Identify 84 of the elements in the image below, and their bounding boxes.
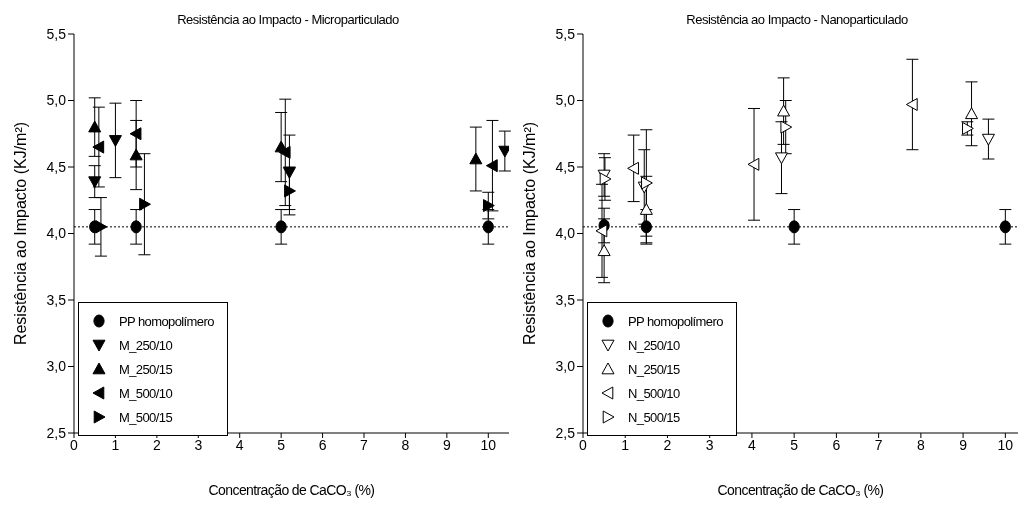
x-tick-label: 2 bbox=[152, 436, 161, 453]
x-tick-label: 7 bbox=[360, 436, 369, 453]
point bbox=[599, 172, 612, 186]
legend-label: PP homopolímero bbox=[628, 313, 723, 329]
point bbox=[965, 107, 979, 120]
point bbox=[95, 220, 108, 234]
chart-title: Resistência ao Impacto - Microparticulado bbox=[176, 12, 400, 27]
x-tick-label: 6 bbox=[318, 436, 327, 453]
legend-label: M_250/10 bbox=[119, 337, 173, 353]
point bbox=[747, 157, 760, 171]
x-tick-label: 8 bbox=[916, 436, 925, 453]
point bbox=[88, 120, 102, 133]
point bbox=[282, 167, 296, 179]
point bbox=[284, 184, 296, 198]
point bbox=[595, 224, 608, 238]
y-tick-label: 4,0 bbox=[555, 225, 576, 242]
x-tick-label: 5 bbox=[790, 436, 799, 453]
y-tick-label: 3,0 bbox=[46, 358, 67, 375]
x-tick-label: 8 bbox=[401, 436, 410, 453]
y-tick-label: 2,5 bbox=[46, 424, 67, 441]
y-axis-title: Resistência ao Impacto (KJ/m²) bbox=[520, 121, 538, 346]
point bbox=[485, 159, 498, 173]
legend-label: N_250/10 bbox=[628, 337, 680, 353]
point bbox=[139, 197, 151, 211]
x-tick-label: 9 bbox=[959, 436, 968, 453]
x-axis-title: Concentração de CaCO₃ (%) bbox=[208, 482, 375, 498]
x-tick-label: 6 bbox=[832, 436, 841, 453]
point bbox=[641, 176, 653, 190]
x-tick-label: 7 bbox=[874, 436, 883, 453]
y-tick-label: 3,0 bbox=[555, 358, 576, 375]
point bbox=[129, 148, 143, 161]
y-tick-label: 5,0 bbox=[555, 92, 576, 109]
x-tick-label: 0 bbox=[70, 436, 79, 453]
y-axis-title: Resistência ao Impacto (KJ/m²) bbox=[11, 121, 29, 346]
x-axis-title: Concentração de CaCO₃ (%) bbox=[717, 482, 884, 498]
legend-label: M_500/10 bbox=[119, 385, 173, 401]
y-tick-label: 5,5 bbox=[46, 25, 67, 42]
legend-label: PP homopolímero bbox=[119, 313, 214, 329]
x-tick-label: 10 bbox=[997, 436, 1014, 453]
y-tick-label: 5,0 bbox=[46, 92, 67, 109]
legend-label: M_250/15 bbox=[119, 361, 173, 377]
x-tick-label: 0 bbox=[579, 436, 588, 453]
point bbox=[92, 140, 105, 154]
chart-title: Resistência ao Impacto - Nanoparticulado bbox=[685, 12, 909, 27]
legend-label: N_500/15 bbox=[628, 409, 680, 425]
x-tick-label: 3 bbox=[705, 436, 714, 453]
x-tick-label: 4 bbox=[235, 436, 244, 453]
point bbox=[278, 145, 291, 159]
x-tick-label: 9 bbox=[442, 436, 451, 453]
point bbox=[777, 104, 791, 117]
point bbox=[788, 220, 800, 234]
x-tick-label: 5 bbox=[277, 436, 286, 453]
point bbox=[469, 152, 483, 165]
x-tick-label: 10 bbox=[480, 436, 497, 453]
point bbox=[275, 220, 287, 234]
y-tick-label: 4,5 bbox=[46, 158, 67, 175]
point bbox=[88, 176, 102, 189]
y-tick-label: 4,5 bbox=[555, 158, 576, 175]
point bbox=[780, 120, 793, 134]
x-tick-label: 2 bbox=[663, 436, 672, 453]
point bbox=[627, 161, 639, 175]
y-tick-label: 2,5 bbox=[555, 424, 576, 441]
y-tick-label: 3,5 bbox=[555, 291, 576, 308]
point bbox=[597, 244, 611, 257]
legend-label: M_500/15 bbox=[119, 409, 173, 425]
point bbox=[981, 133, 995, 146]
point bbox=[639, 203, 653, 215]
x-tick-label: 3 bbox=[194, 436, 203, 453]
point bbox=[130, 220, 142, 234]
x-tick-label: 1 bbox=[111, 436, 120, 453]
point bbox=[640, 220, 652, 234]
legend-label: N_500/10 bbox=[628, 385, 680, 401]
point bbox=[108, 135, 122, 147]
point bbox=[999, 220, 1011, 234]
y-tick-label: 3,5 bbox=[46, 291, 67, 308]
legend-label: N_250/15 bbox=[628, 361, 680, 377]
y-tick-label: 5,5 bbox=[555, 25, 576, 42]
point bbox=[775, 152, 788, 165]
x-tick-label: 4 bbox=[748, 436, 757, 453]
point bbox=[129, 127, 142, 141]
x-tick-label: 1 bbox=[621, 436, 630, 453]
y-tick-label: 4,0 bbox=[46, 225, 67, 242]
point bbox=[482, 220, 494, 234]
point bbox=[905, 97, 918, 111]
